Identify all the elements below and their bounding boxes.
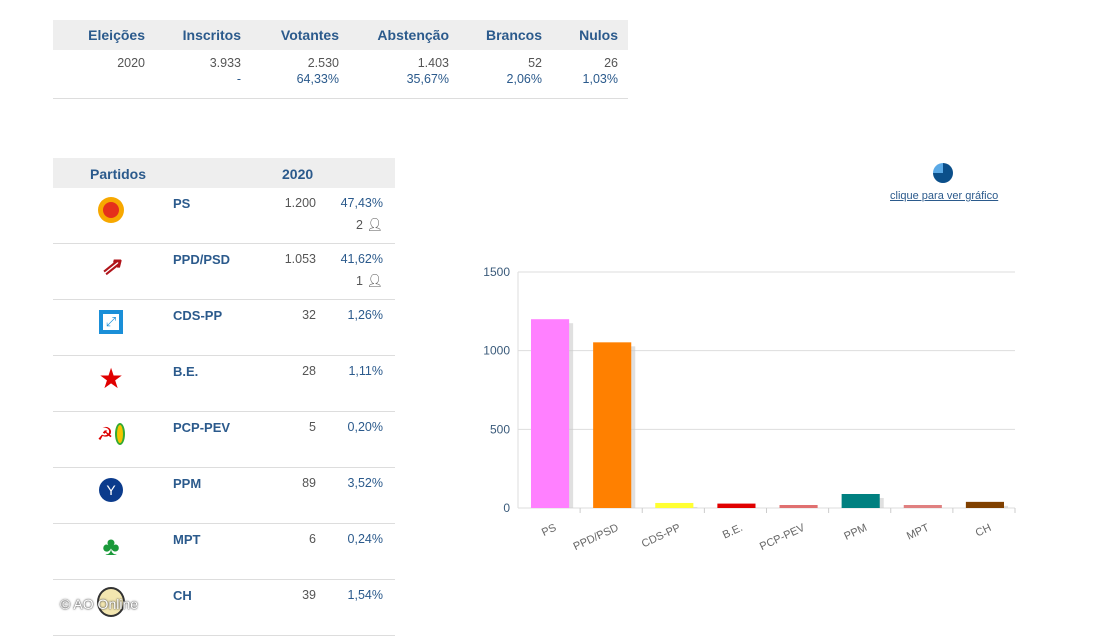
x-tick-label: MPT [905,522,931,543]
bar-b.e. [717,504,755,508]
x-tick-label: B.E. [721,522,745,542]
bar-ch [966,502,1004,508]
x-tick-label: PPD/PSD [572,522,621,553]
y-tick-label: 500 [490,422,510,436]
bar-pcp-pev [780,505,818,508]
bar-cds-pp [655,503,693,508]
x-tick-label: PPM [842,522,869,543]
x-tick-label: CDS-PP [640,522,683,550]
bar-ppd/psd [593,342,631,508]
y-tick-label: 1500 [483,265,510,279]
watermark: © AO Online [60,596,138,612]
x-tick-label: PS [540,522,558,539]
y-tick-label: 1000 [483,344,510,358]
bar-ps [531,319,569,508]
y-tick-label: 0 [503,501,510,515]
bar-chart: 0 500 1000 1500 PS PPD/PSD CDS-PP B.E. PCP-PEV PP… [0,0,1100,620]
x-tick-label: CH [974,522,994,540]
bar-mpt [904,505,942,508]
bar-ppm [842,494,880,508]
x-tick-label: PCP-PEV [758,522,807,554]
